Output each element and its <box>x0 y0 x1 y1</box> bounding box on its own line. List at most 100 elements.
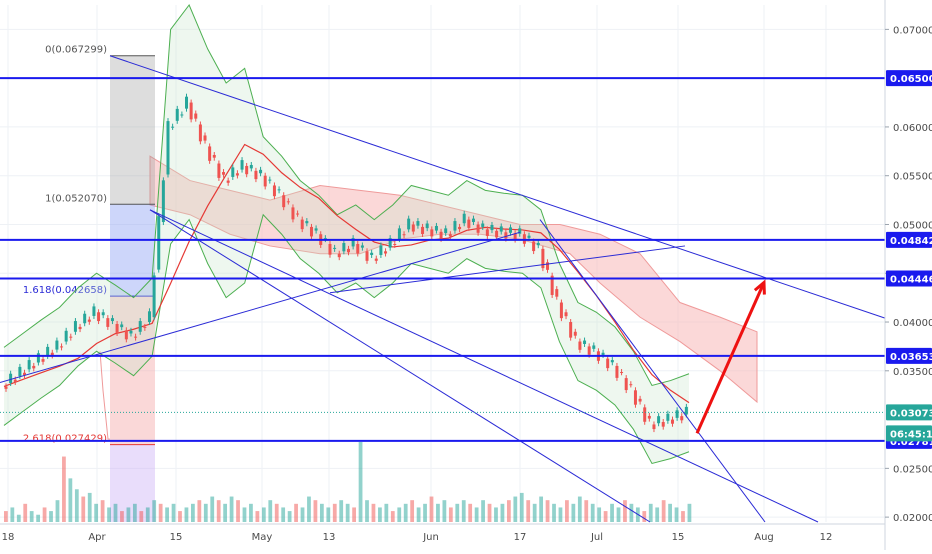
volume-bar <box>519 492 524 522</box>
volume-bar <box>261 507 266 522</box>
candle-body <box>23 372 27 376</box>
candle-body <box>629 384 633 386</box>
candle-body <box>453 221 457 231</box>
candle-body <box>402 234 406 236</box>
projection-arrow <box>695 279 766 434</box>
volume-bar <box>158 503 163 522</box>
volume-bar <box>610 503 614 522</box>
candle-body <box>208 146 212 161</box>
candle-body <box>370 252 374 255</box>
volume-bar <box>397 507 402 522</box>
volume-bar <box>468 503 473 522</box>
volume-bar <box>378 507 382 522</box>
volume-bar <box>545 500 550 522</box>
candle-body <box>388 238 392 248</box>
fib-zone-1618-2618 <box>110 296 155 445</box>
volume-bar <box>81 496 86 522</box>
price-tag-bg <box>886 347 932 364</box>
volume-bar <box>371 503 376 522</box>
candle-body <box>129 330 133 334</box>
candle-body <box>309 226 313 237</box>
candle-body <box>587 346 591 355</box>
candle-body <box>41 359 45 362</box>
volume-bar <box>145 507 150 522</box>
time-tick-label: 18 <box>2 532 15 543</box>
candle-body <box>467 219 471 228</box>
current-price-tag: 0.030733 <box>886 404 932 421</box>
candle-body <box>430 229 434 237</box>
volume-bar <box>178 511 182 522</box>
volume-bar <box>345 503 350 522</box>
time-tick-label: 17 <box>514 532 527 543</box>
candle-body <box>36 353 40 363</box>
fib-zone-1-1618 <box>110 204 155 297</box>
price-tag-bg <box>886 70 932 87</box>
volume-bar <box>4 511 8 522</box>
volume-bar <box>326 507 331 522</box>
candle-body <box>13 379 17 383</box>
candle-body <box>291 207 295 220</box>
candle-body <box>421 226 425 234</box>
candle-body <box>555 289 559 297</box>
candle-body <box>536 243 540 246</box>
volume-bar <box>539 496 544 522</box>
volume-bar <box>332 503 337 522</box>
candle-body <box>333 247 337 249</box>
candle-body <box>212 154 216 158</box>
candle-body <box>175 108 179 121</box>
candle-body <box>106 318 110 327</box>
volume-bar <box>120 511 124 522</box>
candle-body <box>592 345 596 349</box>
candle-body <box>69 336 73 338</box>
candle-body <box>305 221 309 224</box>
time-tick-label: 15 <box>170 532 183 543</box>
candle-body <box>9 373 13 383</box>
volume-bar <box>474 507 479 522</box>
candle-body <box>490 224 494 231</box>
candle-body <box>495 230 499 238</box>
fib-retracement: 0(0.067299) 1(0.052070) 1.618(0.042658) 2.6… <box>23 45 155 522</box>
volume-bar <box>300 507 305 522</box>
candle-body <box>46 346 50 356</box>
trend-line <box>539 219 766 523</box>
volume-bar <box>23 503 28 522</box>
candle-body <box>347 248 350 253</box>
candle-body <box>365 251 369 261</box>
volume-bar <box>455 503 460 522</box>
candle-body <box>661 422 665 427</box>
candle-body <box>73 321 77 332</box>
volume-bars <box>4 442 692 522</box>
volume-bar <box>513 496 518 522</box>
volume-bar <box>242 507 247 522</box>
volume-bar <box>558 507 563 522</box>
candle-body <box>78 326 82 330</box>
volume-bar <box>294 503 298 522</box>
candle-body <box>55 340 59 350</box>
candle-body <box>374 258 378 261</box>
candle-body <box>254 170 258 180</box>
volume-bar <box>74 489 79 522</box>
candle-body <box>407 218 411 230</box>
price-tag-bg <box>886 270 932 287</box>
fib-zone-0-1 <box>110 55 155 205</box>
candle-body <box>124 330 128 340</box>
candle-body <box>532 241 536 252</box>
time-tick-label: 15 <box>672 532 685 543</box>
candle-body <box>27 360 31 370</box>
volume-bar <box>249 503 253 522</box>
candle-body <box>282 195 286 208</box>
candle-body <box>171 126 175 128</box>
volume-bar <box>390 511 395 522</box>
price-tag-label: 0.030733 <box>890 408 932 419</box>
time-axis: 18 Apr 15 May 13 Jun 17 Jul 15 Aug 12 <box>0 523 885 543</box>
volume-bar <box>442 500 447 522</box>
time-tick-label: 12 <box>820 532 833 543</box>
bollinger-fill <box>4 5 689 464</box>
candle-body <box>647 415 651 419</box>
candle-body <box>226 180 230 183</box>
volume-bar <box>590 503 595 522</box>
volume-bar <box>107 507 111 522</box>
